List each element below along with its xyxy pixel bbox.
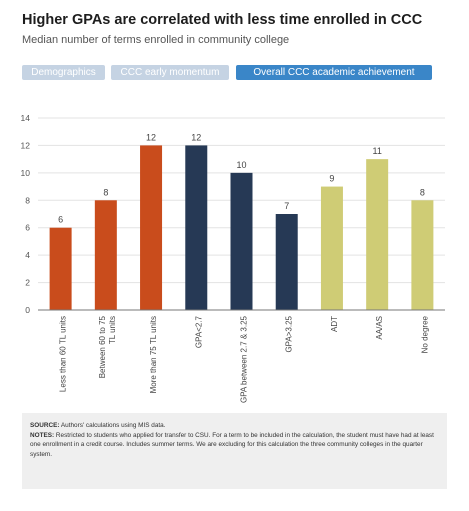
y-tick-label: 4 [25, 250, 30, 260]
x-tick-label-line: GPA<2.7 [194, 315, 203, 348]
tab-ccc-early-momentum[interactable]: CCC early momentum [111, 65, 229, 80]
x-tick-label: GPA<2.7 [194, 315, 203, 348]
x-tick-label-line: Between 60 to 75 [98, 315, 107, 378]
x-tick-label: More than 75 TL units [149, 316, 158, 393]
notes: NOTES: Restricted to students who applie… [30, 431, 439, 460]
bar [411, 200, 434, 310]
x-tick-label: ADT [330, 316, 339, 332]
source-text: Authors' calculations using MIS data. [59, 422, 166, 429]
x-tick-label-line: GPA between 2.7 & 3.25 [240, 315, 249, 403]
bar-value-label: 8 [103, 187, 108, 197]
bar [185, 145, 208, 310]
y-tick-label: 14 [21, 113, 31, 123]
x-tick-label-line: GPA>3.25 [285, 315, 294, 352]
x-tick-label: No degree [420, 315, 429, 353]
x-tick-label: GPA>3.25 [285, 315, 294, 352]
x-tick-label-line: More than 75 TL units [149, 316, 158, 393]
source-label: SOURCE: [30, 422, 60, 429]
chart-subtitle: Median number of terms enrolled in commu… [22, 34, 290, 46]
bar-value-label: 8 [420, 187, 425, 197]
y-tick-label: 0 [25, 305, 30, 315]
tab-overall-ccc-academic-achievement[interactable]: Overall CCC academic achievement [236, 65, 432, 80]
y-tick-label: 8 [25, 195, 30, 205]
x-tick-label-line: Less than 60 TL units [59, 316, 68, 392]
x-tick-label: AA/AS [375, 316, 384, 340]
bar [320, 186, 343, 310]
bar [366, 159, 389, 310]
bar [49, 227, 72, 310]
bar-value-label: 6 [58, 215, 63, 225]
y-tick-label: 10 [21, 168, 31, 178]
x-tick-label-line: AA/AS [375, 316, 384, 340]
bar [275, 214, 298, 310]
bar [140, 145, 163, 310]
bar-value-label: 10 [236, 160, 246, 170]
x-tick-label-line: TL units [108, 316, 117, 344]
bar [94, 200, 117, 310]
bar-chart: 0 2 4 6 8 10 12 14 6 8 12 12 10 7 9 11 8 Less than 60 T… [21, 113, 445, 403]
x-tick-label: Less than 60 TL units [59, 316, 68, 392]
bar-value-label: 7 [284, 201, 289, 211]
data-labels: 6 8 12 12 10 7 9 11 8 [58, 132, 425, 224]
y-tick-label: 12 [21, 140, 31, 150]
bar-value-label: 11 [372, 146, 381, 156]
bar-value-label: 12 [191, 132, 201, 142]
x-tick-label-line: No degree [420, 315, 429, 353]
bars [49, 145, 434, 310]
bar-value-label: 9 [329, 174, 334, 184]
chart-footer: SOURCE: Authors' calculations using MIS … [22, 413, 447, 489]
x-tick-label: GPA between 2.7 & 3.25 [240, 315, 249, 403]
bar [230, 172, 253, 310]
y-axis-tick-labels: 0 2 4 6 8 10 12 14 [21, 113, 31, 315]
notes-text: Restricted to students who applied for t… [30, 431, 434, 458]
chart-title: Higher GPAs are correlated with less tim… [22, 12, 423, 28]
y-tick-label: 6 [25, 223, 30, 233]
notes-label: NOTES: [30, 431, 55, 439]
x-tick-label-line: ADT [330, 316, 339, 332]
tab-demographics[interactable]: Demographics [22, 65, 105, 80]
y-tick-label: 2 [25, 278, 30, 288]
x-axis-tick-labels: Less than 60 TL units Between 60 to 75TL … [59, 315, 430, 403]
source-note: SOURCE: Authors' calculations using MIS … [30, 421, 439, 431]
x-tick-label: Between 60 to 75TL units [98, 315, 117, 378]
bar-value-label: 12 [146, 132, 156, 142]
